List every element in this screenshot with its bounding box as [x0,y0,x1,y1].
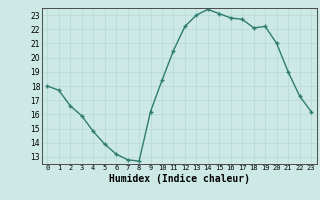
X-axis label: Humidex (Indice chaleur): Humidex (Indice chaleur) [109,174,250,184]
